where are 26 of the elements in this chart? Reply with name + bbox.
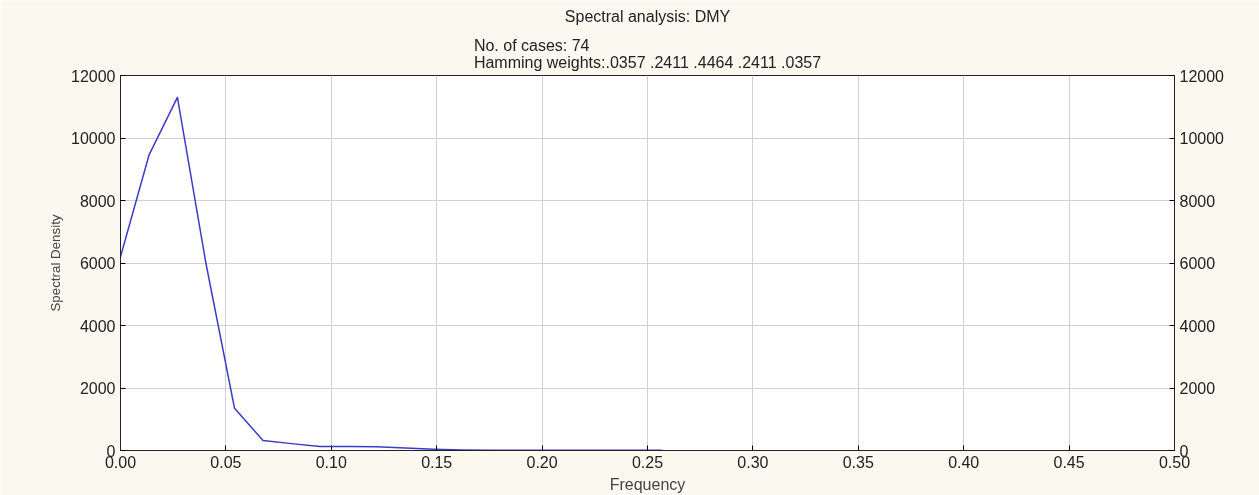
x-tick-label: 0.15 — [421, 453, 453, 471]
y-tick-label: 8000 — [79, 192, 116, 210]
x-tick-label: 0.35 — [842, 453, 874, 471]
x-tick-label: 0.30 — [737, 453, 769, 471]
x-tick-label: 0.25 — [631, 453, 664, 471]
y2-tick-label: 4000 — [1179, 317, 1216, 335]
y-tick-label: 4000 — [79, 317, 116, 335]
y-tick-label: 12000 — [71, 67, 116, 85]
y-tick-label: 10000 — [71, 130, 116, 147]
x-tick-label: 0.40 — [948, 453, 980, 471]
y2-tick-label: 10000 — [1179, 130, 1225, 147]
y2-tick-label: 6000 — [1179, 255, 1216, 272]
y2-tick-label: 12000 — [1179, 67, 1225, 85]
x-tick-label: 0.45 — [1053, 453, 1085, 471]
y-tick-label: 6000 — [79, 255, 116, 272]
y2-tick-label: 2000 — [1179, 380, 1216, 397]
x-tick-label: 0.20 — [526, 453, 558, 471]
y-tick-label: 2000 — [79, 380, 116, 397]
chart-subtitle: No. of cases: 74 Hamming weights:.0357 .2411 .4464 .2411 .0357 — [473, 36, 822, 71]
chart-title: Spectral analysis: DMY — [564, 7, 731, 25]
line-series — [120, 96, 663, 451]
x-axis-title: Frequency — [609, 475, 686, 493]
x-tick-label: 0.05 — [210, 453, 242, 471]
y-axis-title: Spectral Density — [48, 214, 64, 312]
y2-tick-label: 8000 — [1179, 192, 1216, 210]
x-tick-label: 0.10 — [315, 453, 347, 471]
